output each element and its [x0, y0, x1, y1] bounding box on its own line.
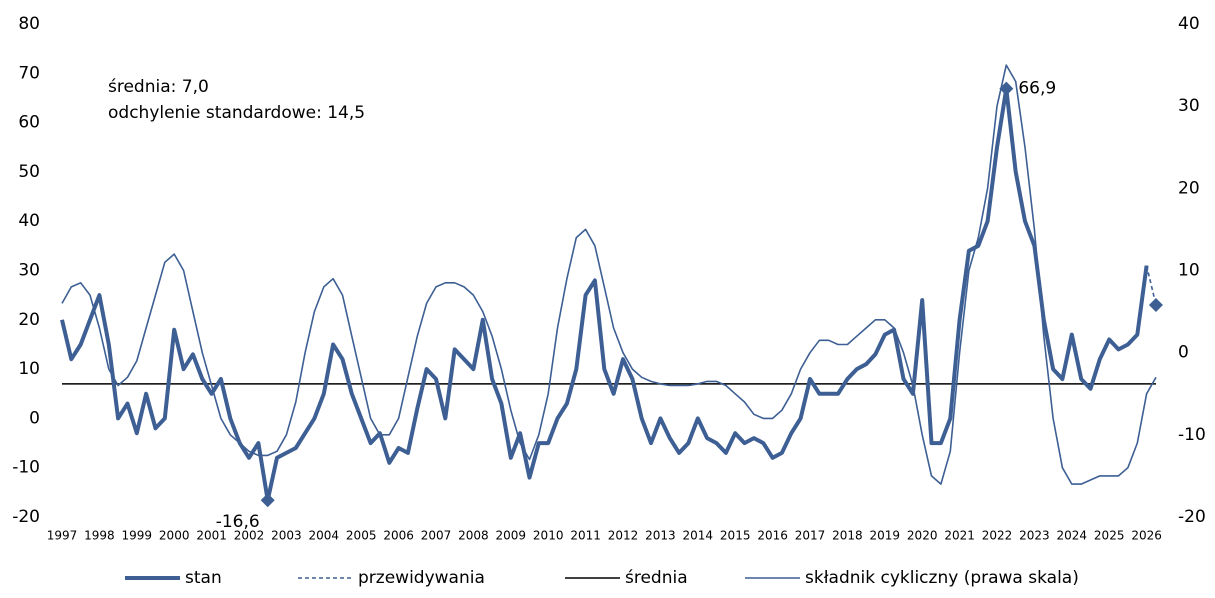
- x-tick-label: 2017: [795, 529, 826, 543]
- x-tick-label: 2016: [757, 529, 788, 543]
- legend-label: przewidywania: [358, 568, 485, 588]
- annotation: średnia: 7,0: [108, 77, 209, 97]
- x-tick-label: 2026: [1131, 529, 1162, 543]
- y2-tick-label: 0: [1178, 343, 1189, 363]
- data-label: -16,6: [216, 512, 260, 532]
- series-line: [61, 64, 1157, 485]
- y-tick-label: 50: [18, 162, 40, 182]
- y-tick-label: 0: [29, 408, 40, 428]
- x-tick-label: 2015: [720, 529, 751, 543]
- x-tick-label: 1998: [84, 529, 115, 543]
- y2-tick-label: 10: [1178, 261, 1200, 281]
- marker: [260, 493, 275, 508]
- x-tick-label: 2009: [496, 529, 527, 543]
- y-tick-label: 40: [18, 211, 40, 231]
- series-line: [60, 86, 1149, 503]
- x-tick-label: 2002: [234, 529, 265, 543]
- x-tick-label: 2013: [645, 529, 676, 543]
- y-tick-label: -10: [12, 458, 40, 478]
- legend-label: składnik cykliczny (prawa skala): [805, 568, 1079, 588]
- x-tick-label: 2011: [570, 529, 601, 543]
- y-tick-label: -20: [12, 507, 40, 527]
- x-tick-label: 2007: [421, 529, 452, 543]
- x-tick-label: 2000: [159, 529, 190, 543]
- y2-tick-label: -20: [1178, 507, 1206, 527]
- x-tick-label: 2020: [907, 529, 938, 543]
- x-tick-label: 2023: [1019, 529, 1050, 543]
- x-tick-label: 2022: [982, 529, 1013, 543]
- x-tick-label: 1999: [122, 529, 153, 543]
- x-tick-label: 2024: [1057, 529, 1088, 543]
- x-tick-label: 2019: [870, 529, 901, 543]
- y-tick-label: 10: [18, 359, 40, 379]
- x-tick-label: 2018: [832, 529, 863, 543]
- x-tick-label: 2001: [196, 529, 227, 543]
- y2-tick-label: -10: [1178, 425, 1206, 445]
- series-line: [1145, 265, 1157, 306]
- x-tick-label: 2021: [944, 529, 975, 543]
- y-tick-label: 70: [18, 63, 40, 83]
- x-tick-label: 2012: [608, 529, 639, 543]
- x-tick-label: 2006: [383, 529, 414, 543]
- x-tick-label: 2005: [346, 529, 377, 543]
- y2-tick-label: 40: [1178, 14, 1200, 34]
- x-tick-label: 2010: [533, 529, 564, 543]
- y2-tick-label: 30: [1178, 96, 1200, 116]
- x-tick-label: 1997: [47, 529, 78, 543]
- x-tick-label: 2004: [309, 529, 340, 543]
- x-tick-label: 2025: [1094, 529, 1125, 543]
- y-tick-label: 20: [18, 310, 40, 330]
- data-label: 66,9: [1018, 79, 1056, 99]
- legend-label: stan: [185, 568, 222, 588]
- marker: [1148, 298, 1163, 313]
- y-tick-label: 80: [18, 14, 40, 34]
- y-tick-label: 60: [18, 113, 40, 133]
- x-tick-label: 2014: [683, 529, 714, 543]
- legend-label: średnia: [625, 568, 688, 588]
- annotation: odchylenie standardowe: 14,5: [108, 103, 365, 123]
- x-tick-label: 2008: [458, 529, 489, 543]
- y-tick-label: 30: [18, 261, 40, 281]
- x-tick-label: 2003: [271, 529, 302, 543]
- y2-tick-label: 20: [1178, 178, 1200, 198]
- marker: [999, 81, 1014, 96]
